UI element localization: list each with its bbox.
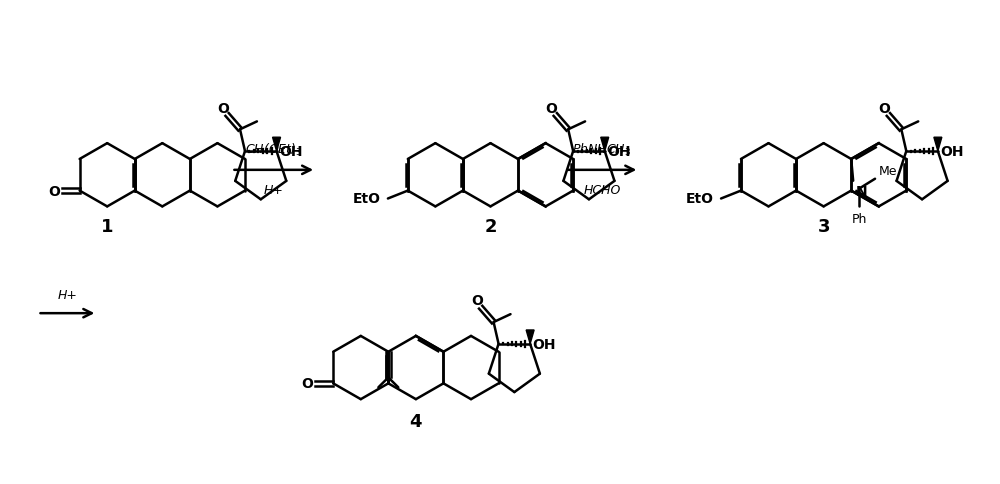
- Text: OH: OH: [607, 145, 630, 159]
- Text: 4: 4: [410, 412, 422, 430]
- Text: 1: 1: [101, 218, 113, 236]
- Text: Me: Me: [879, 165, 898, 177]
- Text: 3: 3: [817, 218, 830, 236]
- Text: OH: OH: [279, 145, 302, 159]
- Text: EtO: EtO: [686, 192, 714, 206]
- Polygon shape: [934, 138, 942, 151]
- Text: OH: OH: [532, 337, 556, 351]
- Text: O: O: [217, 101, 229, 115]
- Text: HCHO: HCHO: [583, 183, 621, 197]
- Polygon shape: [526, 330, 534, 344]
- Text: EtO: EtO: [353, 192, 381, 206]
- Text: H+: H+: [264, 183, 284, 197]
- Text: N: N: [856, 184, 868, 198]
- Polygon shape: [273, 138, 281, 151]
- Text: O: O: [48, 184, 60, 198]
- Text: CH(OEt)$_3$: CH(OEt)$_3$: [245, 142, 303, 158]
- Text: O: O: [545, 101, 557, 115]
- Text: O: O: [301, 377, 313, 391]
- Text: H+: H+: [57, 289, 77, 302]
- Text: 2: 2: [484, 218, 497, 236]
- Text: O: O: [878, 101, 890, 115]
- Text: Ph: Ph: [851, 213, 867, 226]
- Text: OH: OH: [940, 145, 964, 159]
- Text: PhNHCH$_3$: PhNHCH$_3$: [572, 142, 632, 158]
- Text: O: O: [471, 294, 483, 308]
- Polygon shape: [601, 138, 609, 151]
